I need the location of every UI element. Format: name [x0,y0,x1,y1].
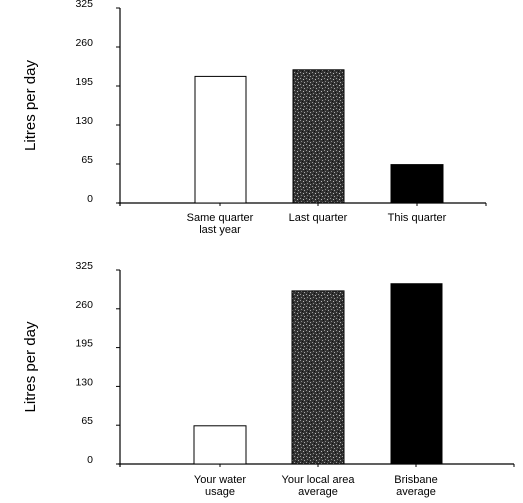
bar-0 [194,75,247,204]
x-tick-label: This quarter [388,212,447,224]
y-tick-label: 130 [75,376,93,388]
y-tick-label: 195 [75,338,93,350]
y-tick-label: 325 [75,0,93,10]
y-tick-label: 65 [81,154,93,166]
chart-bottom: 0 65 130 195 260 325 Litres per day Your water u… [22,260,515,498]
x-tick-label: Last quarter [289,212,348,224]
y-tick-label: 325 [75,260,93,272]
x-tick-label: Your local area average [282,474,356,498]
y-tick-label: 0 [87,193,93,205]
bar-2 [390,164,444,204]
bar-1 [291,290,345,465]
y-tick-label: 195 [75,76,93,88]
y-axis-title: Litres per day [22,60,39,151]
y-tick-label: 0 [87,454,93,466]
chart-top: 0 65 130 195 260 325 Litres per day Same quarte… [22,0,487,236]
x-tick-label: Your water usage [194,474,247,498]
y-tick-label: 260 [75,299,93,311]
bar-1 [292,69,345,204]
bar-0 [193,425,247,465]
y-tick-label: 65 [81,415,93,427]
y-tick-label: 260 [75,37,93,49]
x-tick-label: Same quarter last year [187,212,254,236]
y-axis-title: Litres per day [22,321,39,412]
y-tick-label: 130 [75,115,93,127]
x-tick-label: Brisbane average [394,474,437,498]
bar-2 [390,283,443,465]
